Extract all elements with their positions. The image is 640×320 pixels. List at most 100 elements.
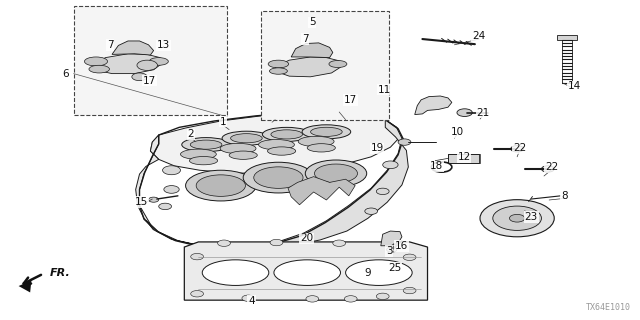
Ellipse shape: [298, 136, 334, 147]
Ellipse shape: [182, 138, 230, 152]
Text: 4: 4: [248, 296, 255, 306]
Text: 20: 20: [300, 233, 313, 244]
Text: 13: 13: [157, 40, 170, 51]
Circle shape: [132, 73, 147, 81]
Ellipse shape: [329, 60, 347, 68]
Circle shape: [270, 239, 283, 246]
Text: 7: 7: [107, 40, 113, 50]
Ellipse shape: [346, 260, 412, 285]
Ellipse shape: [271, 130, 303, 139]
Circle shape: [344, 296, 357, 302]
Circle shape: [403, 287, 416, 294]
Polygon shape: [557, 35, 577, 40]
Ellipse shape: [253, 167, 303, 188]
Text: 22: 22: [513, 143, 526, 153]
Text: 19: 19: [371, 143, 383, 154]
Circle shape: [403, 254, 416, 260]
Ellipse shape: [305, 160, 367, 187]
FancyBboxPatch shape: [448, 154, 479, 163]
Ellipse shape: [220, 143, 256, 154]
Text: 12: 12: [458, 152, 470, 162]
Ellipse shape: [269, 68, 287, 74]
Text: 14: 14: [568, 81, 580, 92]
Polygon shape: [275, 57, 340, 77]
Ellipse shape: [89, 65, 109, 73]
Circle shape: [159, 203, 172, 210]
Text: 2: 2: [188, 129, 194, 140]
Ellipse shape: [268, 147, 296, 155]
Ellipse shape: [274, 260, 340, 285]
Circle shape: [191, 291, 204, 297]
Polygon shape: [112, 41, 154, 55]
Circle shape: [457, 109, 472, 116]
Text: 22: 22: [545, 162, 558, 172]
Ellipse shape: [222, 131, 271, 145]
Text: FR.: FR.: [50, 268, 70, 278]
Text: 9: 9: [365, 268, 371, 278]
Ellipse shape: [180, 149, 216, 159]
Circle shape: [191, 253, 204, 260]
Ellipse shape: [314, 164, 358, 183]
Text: 6: 6: [63, 68, 69, 79]
Polygon shape: [415, 96, 452, 115]
Text: 17: 17: [143, 76, 156, 86]
Circle shape: [493, 206, 541, 230]
Text: 16: 16: [395, 241, 408, 251]
Text: 11: 11: [378, 84, 390, 95]
Ellipse shape: [202, 260, 269, 285]
Text: 21: 21: [477, 108, 490, 118]
Bar: [74, 6, 227, 115]
Text: 3: 3: [386, 246, 392, 256]
Circle shape: [509, 214, 525, 222]
Text: 23: 23: [525, 212, 538, 222]
Text: 17: 17: [344, 95, 357, 105]
Text: 8: 8: [561, 191, 568, 201]
Ellipse shape: [302, 125, 351, 139]
Circle shape: [387, 247, 397, 252]
Polygon shape: [19, 280, 31, 292]
Circle shape: [306, 296, 319, 302]
Polygon shape: [150, 112, 400, 173]
Ellipse shape: [310, 127, 342, 136]
Polygon shape: [291, 43, 333, 58]
Ellipse shape: [259, 140, 294, 150]
Text: 24: 24: [472, 31, 485, 41]
Text: 10: 10: [451, 127, 463, 137]
Ellipse shape: [229, 151, 257, 159]
Ellipse shape: [196, 175, 246, 196]
Circle shape: [480, 200, 554, 237]
Ellipse shape: [243, 162, 314, 193]
Circle shape: [398, 139, 411, 145]
Circle shape: [376, 188, 389, 195]
Bar: [261, 11, 389, 120]
Ellipse shape: [189, 156, 218, 165]
Polygon shape: [146, 120, 408, 248]
Circle shape: [365, 208, 378, 214]
Circle shape: [383, 161, 398, 169]
Ellipse shape: [230, 134, 262, 143]
Polygon shape: [184, 242, 428, 300]
Ellipse shape: [84, 57, 108, 66]
Polygon shape: [136, 135, 159, 230]
Circle shape: [376, 293, 389, 300]
Circle shape: [384, 241, 397, 247]
Circle shape: [541, 166, 554, 172]
Bar: [448, 154, 480, 163]
Polygon shape: [93, 54, 161, 74]
Circle shape: [137, 60, 157, 70]
Circle shape: [148, 197, 159, 202]
Text: 15: 15: [135, 197, 148, 207]
Circle shape: [164, 186, 179, 193]
Polygon shape: [381, 231, 402, 246]
Circle shape: [511, 146, 524, 152]
Circle shape: [242, 295, 255, 301]
Text: 7: 7: [302, 34, 308, 44]
Text: 25: 25: [388, 263, 401, 273]
Ellipse shape: [149, 58, 168, 65]
Circle shape: [163, 166, 180, 175]
Ellipse shape: [268, 60, 289, 68]
Text: 18: 18: [430, 161, 443, 172]
Text: 5: 5: [309, 17, 316, 28]
Polygon shape: [288, 177, 355, 205]
Text: TX64E1010: TX64E1010: [586, 303, 630, 312]
